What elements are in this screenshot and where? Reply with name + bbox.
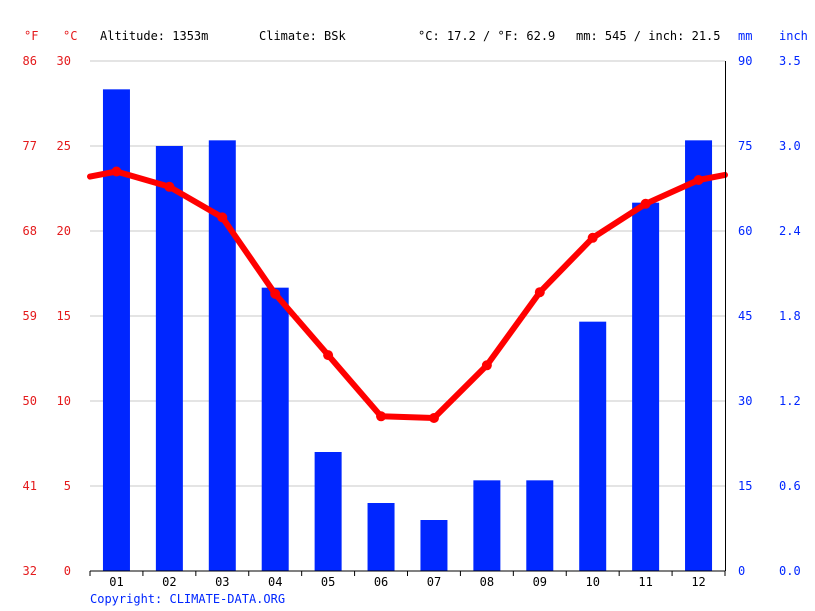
inch-tick-label: 0.0 [779,564,801,578]
inch-tick-label: 3.0 [779,139,801,153]
month-tick-label: 01 [109,575,123,589]
precipitation-bar [685,140,713,572]
month-tick-label: 02 [162,575,176,589]
month-tick-label: 08 [480,575,494,589]
precipitation-bars [102,89,713,572]
temperature-point [481,360,492,371]
c-tick-label: 5 [64,479,71,493]
precipitation-bar [208,140,236,572]
precipitation-bar [102,89,130,571]
temperature-point [111,166,122,177]
f-tick-label: 41 [23,479,37,493]
altitude-label: Altitude: 1353m [100,29,209,43]
temperature-series-line [87,168,728,421]
temperature-point [270,288,281,299]
inch-tick-label: 0.6 [779,479,801,493]
month-tick-label: 11 [638,575,652,589]
month-tick-label: 05 [321,575,335,589]
f-tick-label: 68 [23,224,37,238]
precipitation-average-label: mm: 545 / inch: 21.5 [576,29,721,43]
month-tick-label: 09 [533,575,547,589]
temperature-point [164,181,175,192]
month-tick-label: 03 [215,575,229,589]
mm-tick-label: 90 [738,54,752,68]
c-tick-label: 30 [57,54,71,68]
precipitation-bar [526,480,554,571]
month-tick-label: 12 [691,575,705,589]
temperature-point [534,287,545,298]
temperature-average-label: °C: 17.2 / °F: 62.9 [418,29,556,43]
precipitation-bar [632,202,660,571]
climate-label: Climate: BSk [259,29,346,43]
f-tick-label: 77 [23,139,37,153]
mm-tick-label: 15 [738,479,752,493]
inch-tick-label: 1.2 [779,394,801,408]
precipitation-bar [155,146,183,571]
temperature-point [693,175,704,185]
f-tick-label: 50 [23,394,37,408]
mm-unit-label: mm [738,29,753,43]
temperature-point [587,232,598,243]
f-tick-label: 86 [23,54,37,68]
c-tick-label: 0 [64,564,71,578]
precipitation-bar [420,520,448,571]
mm-tick-label: 0 [738,564,745,578]
mm-tick-label: 60 [738,224,752,238]
c-tick-label: 10 [57,394,71,408]
temperature-point [428,413,439,423]
precipitation-bar [473,480,501,571]
temperature-point [323,350,334,361]
precipitation-bar [261,287,289,571]
c-tick-label: 20 [57,224,71,238]
c-tick-label: 15 [57,309,71,323]
inch-tick-label: 1.8 [779,309,801,323]
inch-tick-label: 2.4 [779,224,801,238]
precipitation-bar [579,321,607,571]
fahrenheit-unit-label: °F [24,29,39,43]
c-tick-label: 25 [57,139,71,153]
temperature-point [217,212,228,223]
f-tick-label: 59 [23,309,37,323]
celsius-unit-label: °C [63,29,78,43]
temperature-line [87,166,728,423]
mm-tick-label: 45 [738,309,752,323]
month-tick-label: 04 [268,575,282,589]
mm-tick-label: 30 [738,394,752,408]
copyright-link[interactable]: Copyright: CLIMATE-DATA.ORG [90,592,286,606]
precipitation-bar [314,452,342,571]
f-tick-label: 32 [23,564,37,578]
precipitation-bar [367,503,395,571]
month-tick-label: 06 [374,575,388,589]
mm-tick-label: 75 [738,139,752,153]
gridlines [90,60,725,487]
month-tick-label: 10 [585,575,599,589]
temperature-point [376,411,387,422]
inch-tick-label: 3.5 [779,54,801,68]
axes: 32 0 0 0.0 41 5 15 0.6 50 10 30 1.2 59 15 45 1.8 68 20 60 2… [23,54,801,589]
month-tick-label: 07 [427,575,441,589]
inch-unit-label: inch [779,29,808,43]
temperature-point [640,198,651,209]
